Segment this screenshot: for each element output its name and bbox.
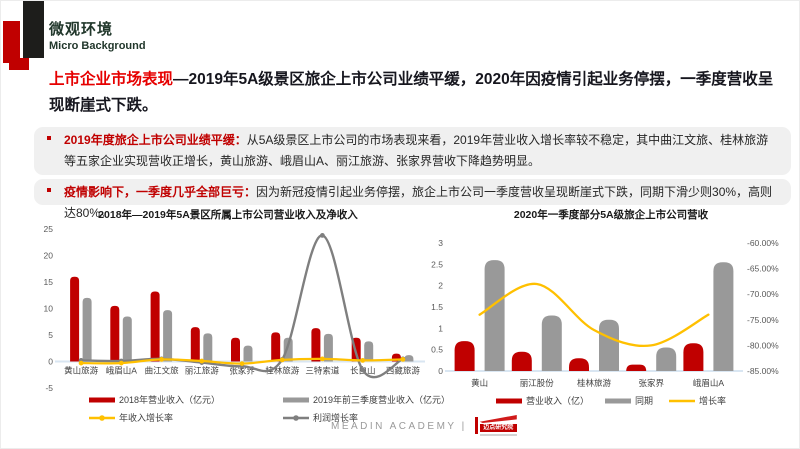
legend-label: 营业收入（亿） bbox=[525, 396, 589, 406]
svg-text:黄山旅游: 黄山旅游 bbox=[64, 366, 99, 376]
line-growth-rate bbox=[478, 282, 710, 348]
legend-item: 增长率 bbox=[669, 394, 726, 407]
svg-text:20: 20 bbox=[44, 251, 54, 261]
svg-text:黄山: 黄山 bbox=[471, 378, 488, 388]
legend-item: 营业收入（亿） bbox=[495, 394, 589, 407]
legend-line-swatch-icon bbox=[89, 414, 115, 421]
svg-text:15: 15 bbox=[44, 277, 54, 287]
bullet-2: 疫情影响下，一季度几乎全部巨亏：因为新冠疫情引起业务停摆，旅企上市公司一季度营收… bbox=[34, 179, 791, 224]
legend-label: 利润增长率 bbox=[313, 413, 359, 423]
svg-text:丽江股份: 丽江股份 bbox=[520, 378, 555, 388]
svg-text:-85.00%: -85.00% bbox=[747, 366, 779, 376]
chart-left-legend: 2018年营业收入（亿元） 2019年前三季度营业收入（亿元） 年收入增长率 利润增长… bbox=[89, 393, 450, 424]
svg-text:张家界: 张家界 bbox=[638, 378, 664, 388]
svg-text:0.5: 0.5 bbox=[431, 345, 443, 355]
legend-bar-swatch-icon bbox=[604, 398, 631, 403]
svg-text:丽江旅游: 丽江旅游 bbox=[185, 366, 220, 376]
bullet-dot-icon bbox=[47, 188, 51, 192]
svg-text:1.5: 1.5 bbox=[431, 302, 443, 312]
bullet-dot-icon bbox=[47, 136, 51, 140]
bullet-2-panel bbox=[34, 179, 791, 205]
legend-label: 增长率 bbox=[699, 396, 727, 406]
svg-text:西藏旅游: 西藏旅游 bbox=[386, 366, 421, 376]
svg-text:峨眉山A: 峨眉山A bbox=[106, 366, 138, 376]
bars-2019 bbox=[82, 297, 414, 362]
legend-bar-swatch-icon bbox=[283, 397, 309, 402]
svg-text:桂林旅游: 桂林旅游 bbox=[577, 378, 612, 388]
svg-text:10: 10 bbox=[44, 304, 54, 314]
header: 微观环境 Micro Background bbox=[49, 21, 146, 53]
bullet-2-text: 疫情影响下，一季度几乎全部巨亏：因为新冠疫情引起业务停摆，旅企上市公司一季度营收… bbox=[34, 179, 791, 224]
legend-line-swatch-icon bbox=[283, 414, 309, 421]
svg-text:三特索道: 三特索道 bbox=[305, 366, 340, 376]
legend-label: 2019年前三季度营业收入（亿元） bbox=[313, 395, 451, 405]
svg-text:25: 25 bbox=[44, 224, 54, 234]
bars-prior-year bbox=[484, 260, 734, 371]
header-accent-red-square-bottom bbox=[9, 58, 29, 70]
chart-left-title: 2018年—2019年5A景区所属上市公司营业收入及净收入 bbox=[98, 209, 358, 221]
legend-item: 2019年前三季度营业收入（亿元） bbox=[283, 393, 450, 406]
page-title-rest: —2019年5A级景区旅企上市公司业绩平缓，2020年因疫情引起业务停摆，一季度… bbox=[49, 71, 774, 114]
chart-left-canvas: 2520151050-5黄山旅游峨眉山A曲江文旅丽江旅游张家界桂林旅游三特索道长… bbox=[44, 224, 425, 393]
header-accent-dark-bar bbox=[23, 1, 44, 58]
svg-text:2.5: 2.5 bbox=[431, 259, 443, 269]
svg-text:桂林旅游: 桂林旅游 bbox=[265, 366, 300, 376]
bullet-1-body: 从5A级景区上市公司的市场表现来看，2019年营业收入增长率较不稳定，其中曲江文… bbox=[64, 133, 769, 168]
footer-brand: MEADIN ACADEMY | bbox=[331, 420, 467, 432]
chart-right-legend: 营业收入（亿） 同期 增长率 bbox=[425, 394, 797, 407]
chart-right-canvas: 3 2.5 2 1.5 1 0.5 0 -60.00% -65.00% -70.00% -75.00… bbox=[431, 238, 779, 388]
footer: MEADIN ACADEMY | 迈点研究院 bbox=[331, 415, 521, 437]
page-title-highlight: 上市企业市场表现 bbox=[49, 71, 174, 88]
legend-item: 2018年营业收入（亿元） bbox=[89, 393, 271, 406]
svg-text:-80.00%: -80.00% bbox=[747, 340, 779, 350]
svg-text:0: 0 bbox=[48, 357, 53, 367]
legend-item: 同期 bbox=[604, 394, 653, 407]
svg-text:曲江文旅: 曲江文旅 bbox=[145, 366, 180, 376]
svg-text:-60.00%: -60.00% bbox=[747, 238, 779, 248]
legend-item: 利润增长率 bbox=[283, 411, 450, 424]
svg-text:峨眉山A: 峨眉山A bbox=[693, 378, 725, 388]
bullet-1: 2019年度旅企上市公司业绩平缓：从5A级景区上市公司的市场表现来看，2019年… bbox=[34, 127, 791, 175]
svg-text:3: 3 bbox=[438, 238, 443, 248]
line-revenue-growth bbox=[78, 356, 406, 366]
page-title: 上市企业市场表现—2019年5A级景区旅企上市公司业绩平缓，2020年因疫情引起… bbox=[49, 67, 781, 119]
header-title-en: Micro Background bbox=[49, 40, 146, 52]
bars-q1-revenue bbox=[454, 341, 704, 371]
chart-revenue-2020q1: 2020年一季度部分5A级旅企上市公司营收 3 2.5 2 1.5 1 0.5 0 -60.0… bbox=[425, 207, 797, 395]
chart-revenue-2018-2019: 2018年—2019年5A景区所属上市公司营业收入及净收入 25 20 15 10 5 0… bbox=[29, 207, 427, 393]
header-accent-red-square bbox=[3, 21, 20, 63]
bullet-2-lead: 疫情影响下，一季度几乎全部巨亏： bbox=[64, 185, 257, 199]
legend-bar-swatch-icon bbox=[89, 397, 115, 402]
legend-item: 年收入增长率 bbox=[89, 411, 271, 424]
svg-text:-5: -5 bbox=[45, 383, 53, 393]
legend-line-swatch-icon bbox=[669, 399, 695, 402]
svg-text:0: 0 bbox=[438, 366, 443, 376]
bullet-2-body: 因为新冠疫情引起业务停摆，旅企上市公司一季度营收呈现断崖式下跌，同期下滑少则30… bbox=[64, 185, 773, 220]
svg-text:-70.00%: -70.00% bbox=[747, 289, 779, 299]
chart-right-title: 2020年一季度部分5A级旅企上市公司营收 bbox=[513, 209, 709, 221]
footer-logo-text: 迈点研究院 bbox=[479, 424, 517, 432]
svg-text:5: 5 bbox=[48, 330, 53, 340]
legend-bar-swatch-icon bbox=[495, 398, 522, 403]
svg-text:2: 2 bbox=[438, 281, 443, 291]
legend-label: 2018年营业收入（亿元） bbox=[119, 395, 221, 405]
svg-text:-65.00%: -65.00% bbox=[747, 264, 779, 274]
svg-text:-75.00%: -75.00% bbox=[747, 315, 779, 325]
bullet-1-text: 2019年度旅企上市公司业绩平缓：从5A级景区上市公司的市场表现来看，2019年… bbox=[34, 127, 791, 172]
legend-label: 同期 bbox=[634, 396, 653, 406]
legend-label: 年收入增长率 bbox=[119, 413, 174, 423]
svg-text:张家界: 张家界 bbox=[229, 366, 255, 376]
bars-2018 bbox=[70, 276, 401, 362]
svg-text:1: 1 bbox=[438, 323, 443, 333]
header-title-zh: 微观环境 bbox=[49, 21, 114, 38]
bullet-1-lead: 2019年度旅企上市公司业绩平缓： bbox=[64, 133, 247, 147]
meadin-logo-icon: 迈点研究院 bbox=[474, 415, 521, 437]
